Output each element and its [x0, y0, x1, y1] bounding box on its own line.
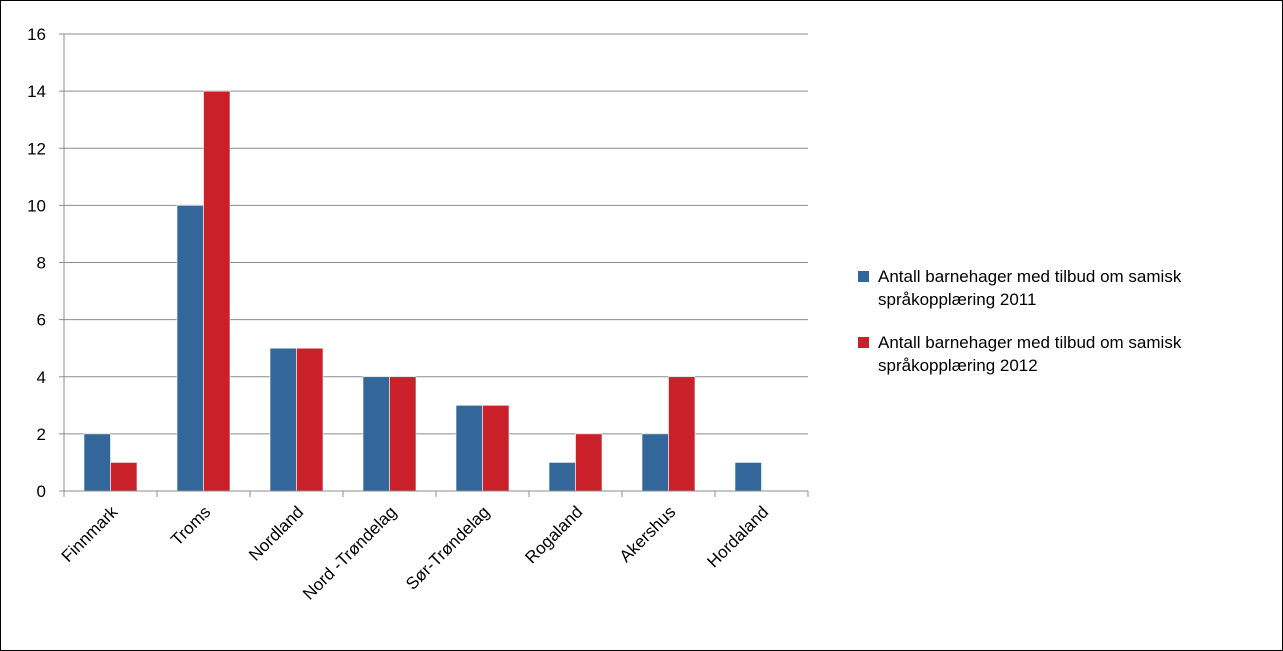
y-tick-label: 10: [27, 196, 46, 215]
bar-2012-4: [482, 405, 510, 492]
x-tick-label: Finnmark: [58, 502, 122, 566]
bar-2011-4: [455, 405, 483, 492]
legend-swatch-2012: [858, 337, 869, 348]
legend-item-2012: Antall barnehager med tilbud om samisk s…: [858, 331, 1278, 377]
bar-2011-1: [176, 205, 204, 492]
bar-2011-3: [362, 376, 390, 492]
y-tick-label: 14: [27, 82, 46, 101]
bar-2012-1: [203, 90, 231, 492]
bar-2012-0: [110, 462, 138, 492]
bar-2011-0: [83, 433, 111, 492]
x-tick-label: Sør-Trøndelag: [402, 502, 493, 593]
legend: Antall barnehager med tilbud om samisk s…: [858, 265, 1278, 397]
x-tick-label: Nordland: [245, 502, 307, 564]
x-tick-label: Nord -Trøndelag: [299, 502, 400, 603]
x-tick-label: Rogaland: [521, 502, 586, 567]
y-tick-label: 2: [37, 425, 46, 444]
bar-2011-6: [641, 433, 669, 492]
y-tick-label: 8: [37, 254, 46, 273]
bars: [83, 90, 762, 492]
y-tick-label: 6: [37, 311, 46, 330]
legend-label-2011: Antall barnehager med tilbud om samisk s…: [878, 267, 1182, 309]
bar-2012-2: [296, 347, 324, 492]
bar-2012-6: [668, 376, 696, 492]
axes: [59, 33, 809, 497]
x-tick-label: Akershus: [616, 502, 680, 566]
x-tick-label: Hordaland: [703, 502, 772, 571]
gridlines: [64, 33, 808, 435]
legend-swatch-2011: [858, 271, 869, 282]
y-tick-label: 12: [27, 139, 46, 158]
legend-item-2011: Antall barnehager med tilbud om samisk s…: [858, 265, 1278, 311]
legend-label-2012: Antall barnehager med tilbud om samisk s…: [878, 333, 1182, 375]
bar-2011-2: [269, 347, 297, 492]
bar-2012-5: [575, 433, 603, 492]
bar-2011-5: [548, 462, 576, 492]
bar-2012-3: [389, 376, 417, 492]
bar-2011-7: [734, 462, 762, 492]
y-tick-label: 16: [27, 25, 46, 44]
y-tick-label: 4: [37, 368, 46, 387]
x-tick-label: Troms: [167, 502, 214, 549]
y-tick-labels: 0 2 4 6 8 10 12 14 16: [27, 25, 46, 501]
y-tick-label: 0: [37, 482, 46, 501]
